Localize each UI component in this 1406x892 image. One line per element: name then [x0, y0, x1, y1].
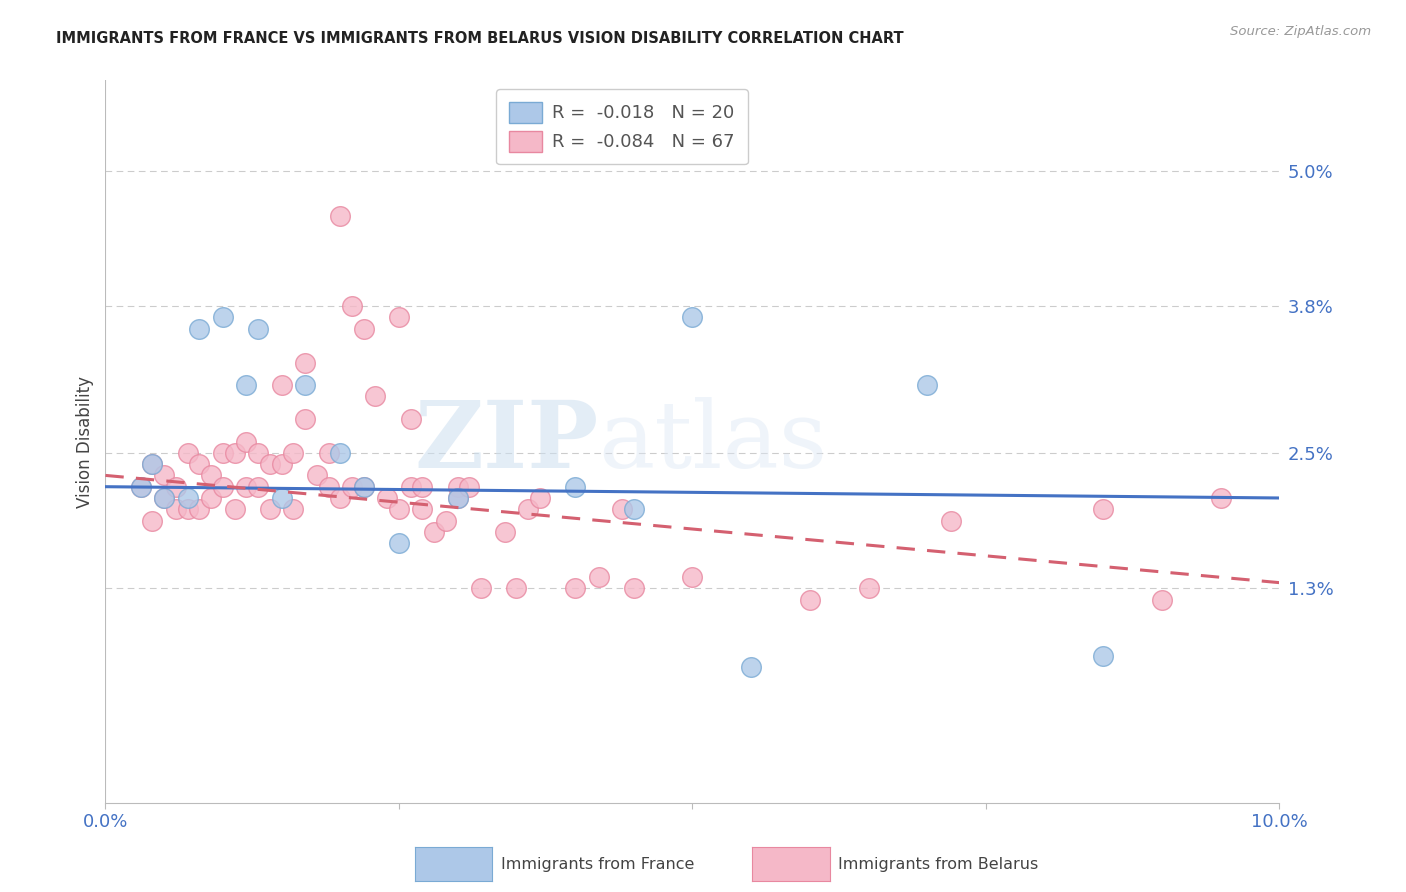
- Point: [458, 480, 481, 494]
- Point: [446, 491, 468, 505]
- Point: [564, 582, 586, 596]
- Point: [211, 480, 233, 494]
- Point: [353, 480, 375, 494]
- Point: [423, 524, 446, 539]
- Point: [682, 570, 704, 584]
- Point: [411, 502, 433, 516]
- Text: IMMIGRANTS FROM FRANCE VS IMMIGRANTS FROM BELARUS VISION DISABILITY CORRELATION : IMMIGRANTS FROM FRANCE VS IMMIGRANTS FRO…: [56, 31, 904, 46]
- Point: [224, 446, 246, 460]
- Point: [399, 412, 422, 426]
- Point: [235, 480, 257, 494]
- Point: [1092, 502, 1115, 516]
- Point: [564, 480, 586, 494]
- Point: [200, 491, 222, 505]
- Point: [610, 502, 633, 516]
- Y-axis label: Vision Disability: Vision Disability: [76, 376, 94, 508]
- Point: [153, 491, 176, 505]
- Point: [1092, 648, 1115, 663]
- Point: [329, 491, 352, 505]
- Point: [141, 457, 163, 471]
- Point: [165, 480, 187, 494]
- Point: [340, 299, 363, 313]
- Point: [682, 310, 704, 325]
- Point: [129, 480, 152, 494]
- Point: [388, 310, 411, 325]
- Point: [375, 491, 398, 505]
- Point: [235, 378, 257, 392]
- Point: [259, 502, 281, 516]
- Text: Immigrants from France: Immigrants from France: [501, 857, 695, 871]
- Point: [858, 582, 880, 596]
- Legend: R =  -0.018   N = 20, R =  -0.084   N = 67: R = -0.018 N = 20, R = -0.084 N = 67: [496, 89, 748, 164]
- Point: [294, 378, 316, 392]
- Point: [364, 389, 387, 403]
- Point: [247, 446, 270, 460]
- Point: [270, 491, 292, 505]
- Point: [399, 480, 422, 494]
- Point: [446, 480, 468, 494]
- Point: [1150, 592, 1173, 607]
- Text: ZIP: ZIP: [415, 397, 599, 486]
- Point: [588, 570, 610, 584]
- Point: [247, 480, 270, 494]
- Point: [294, 412, 316, 426]
- Point: [224, 502, 246, 516]
- Point: [329, 209, 352, 223]
- Point: [353, 480, 375, 494]
- Point: [446, 491, 468, 505]
- Point: [270, 378, 292, 392]
- Point: [165, 502, 187, 516]
- Point: [1209, 491, 1232, 505]
- Point: [470, 582, 492, 596]
- Point: [153, 491, 176, 505]
- Point: [623, 582, 645, 596]
- Point: [388, 502, 411, 516]
- Point: [188, 321, 211, 335]
- Point: [235, 434, 257, 449]
- Point: [176, 491, 198, 505]
- Point: [211, 310, 233, 325]
- Point: [176, 502, 198, 516]
- Point: [388, 536, 411, 550]
- Point: [141, 514, 163, 528]
- Point: [529, 491, 551, 505]
- Point: [200, 468, 222, 483]
- Point: [294, 355, 316, 369]
- Point: [623, 502, 645, 516]
- Point: [318, 446, 340, 460]
- Point: [188, 457, 211, 471]
- Point: [740, 660, 762, 674]
- Point: [353, 321, 375, 335]
- Point: [329, 446, 352, 460]
- Point: [340, 480, 363, 494]
- Point: [270, 457, 292, 471]
- Point: [188, 502, 211, 516]
- Point: [799, 592, 821, 607]
- Point: [211, 446, 233, 460]
- Point: [247, 321, 270, 335]
- Point: [176, 446, 198, 460]
- Point: [259, 457, 281, 471]
- Point: [305, 468, 328, 483]
- Point: [411, 480, 433, 494]
- Point: [517, 502, 540, 516]
- Point: [434, 514, 457, 528]
- Point: [505, 582, 527, 596]
- Point: [141, 457, 163, 471]
- Point: [283, 446, 305, 460]
- Point: [318, 480, 340, 494]
- Text: atlas: atlas: [599, 397, 828, 486]
- Point: [153, 468, 176, 483]
- Point: [494, 524, 516, 539]
- Point: [917, 378, 939, 392]
- Point: [283, 502, 305, 516]
- Point: [939, 514, 962, 528]
- Text: Source: ZipAtlas.com: Source: ZipAtlas.com: [1230, 25, 1371, 38]
- Text: Immigrants from Belarus: Immigrants from Belarus: [838, 857, 1038, 871]
- Point: [129, 480, 152, 494]
